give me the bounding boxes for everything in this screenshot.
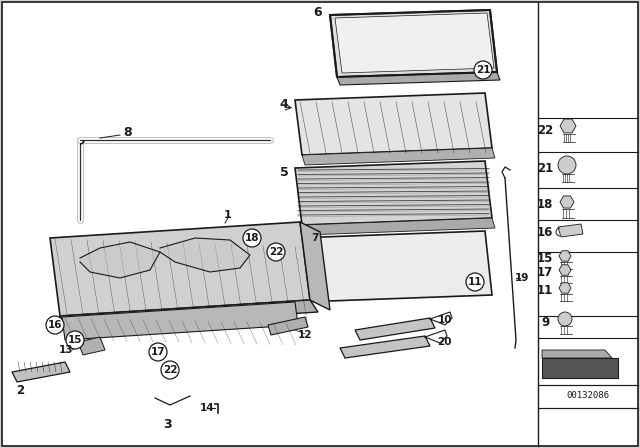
Text: 10: 10 bbox=[438, 315, 452, 325]
Text: 16: 16 bbox=[537, 225, 553, 238]
Polygon shape bbox=[295, 93, 492, 155]
Circle shape bbox=[243, 229, 261, 247]
Text: 18: 18 bbox=[537, 198, 553, 211]
Text: 00132086: 00132086 bbox=[566, 392, 609, 401]
Circle shape bbox=[149, 343, 167, 361]
Circle shape bbox=[46, 316, 64, 334]
Text: 5: 5 bbox=[280, 165, 289, 178]
Circle shape bbox=[558, 156, 576, 174]
Text: 21: 21 bbox=[476, 65, 490, 75]
Text: 17: 17 bbox=[537, 266, 553, 279]
Polygon shape bbox=[337, 72, 500, 85]
Text: 7: 7 bbox=[311, 233, 319, 243]
Polygon shape bbox=[302, 218, 495, 235]
Polygon shape bbox=[335, 13, 494, 73]
Text: 14: 14 bbox=[200, 403, 214, 413]
Polygon shape bbox=[60, 300, 318, 328]
Circle shape bbox=[558, 312, 572, 326]
Polygon shape bbox=[558, 224, 583, 237]
Text: 22: 22 bbox=[163, 365, 177, 375]
Polygon shape bbox=[62, 302, 298, 340]
Text: 17: 17 bbox=[150, 347, 165, 357]
Polygon shape bbox=[355, 318, 435, 340]
Text: 22: 22 bbox=[269, 247, 284, 257]
Text: 9: 9 bbox=[541, 315, 549, 328]
Polygon shape bbox=[12, 362, 70, 382]
Circle shape bbox=[267, 243, 285, 261]
Polygon shape bbox=[268, 317, 308, 335]
Text: 8: 8 bbox=[124, 125, 132, 138]
Text: 18: 18 bbox=[244, 233, 259, 243]
Text: 21: 21 bbox=[537, 161, 553, 175]
Text: 15: 15 bbox=[68, 335, 83, 345]
Polygon shape bbox=[300, 222, 330, 310]
Text: 13: 13 bbox=[59, 345, 73, 355]
Polygon shape bbox=[542, 358, 618, 378]
Text: 15: 15 bbox=[537, 251, 553, 264]
Text: 2: 2 bbox=[16, 383, 24, 396]
Text: 11: 11 bbox=[537, 284, 553, 297]
Circle shape bbox=[161, 361, 179, 379]
Circle shape bbox=[66, 331, 84, 349]
Text: 3: 3 bbox=[164, 418, 172, 431]
Polygon shape bbox=[295, 161, 492, 225]
Circle shape bbox=[466, 273, 484, 291]
Polygon shape bbox=[542, 350, 612, 358]
Text: 16: 16 bbox=[48, 320, 62, 330]
Polygon shape bbox=[340, 336, 430, 358]
Polygon shape bbox=[80, 242, 160, 278]
Polygon shape bbox=[78, 337, 105, 355]
Text: 19: 19 bbox=[515, 273, 529, 283]
Circle shape bbox=[474, 61, 492, 79]
Polygon shape bbox=[302, 148, 495, 165]
Text: 1: 1 bbox=[224, 210, 232, 220]
Text: 11: 11 bbox=[468, 277, 483, 287]
Polygon shape bbox=[295, 231, 492, 302]
Polygon shape bbox=[330, 10, 497, 77]
Text: 4: 4 bbox=[280, 99, 289, 112]
Polygon shape bbox=[50, 222, 310, 316]
Text: 6: 6 bbox=[314, 5, 323, 18]
Polygon shape bbox=[160, 238, 250, 272]
Text: 12: 12 bbox=[298, 330, 312, 340]
Text: 22: 22 bbox=[537, 124, 553, 137]
Text: 20: 20 bbox=[436, 337, 451, 347]
